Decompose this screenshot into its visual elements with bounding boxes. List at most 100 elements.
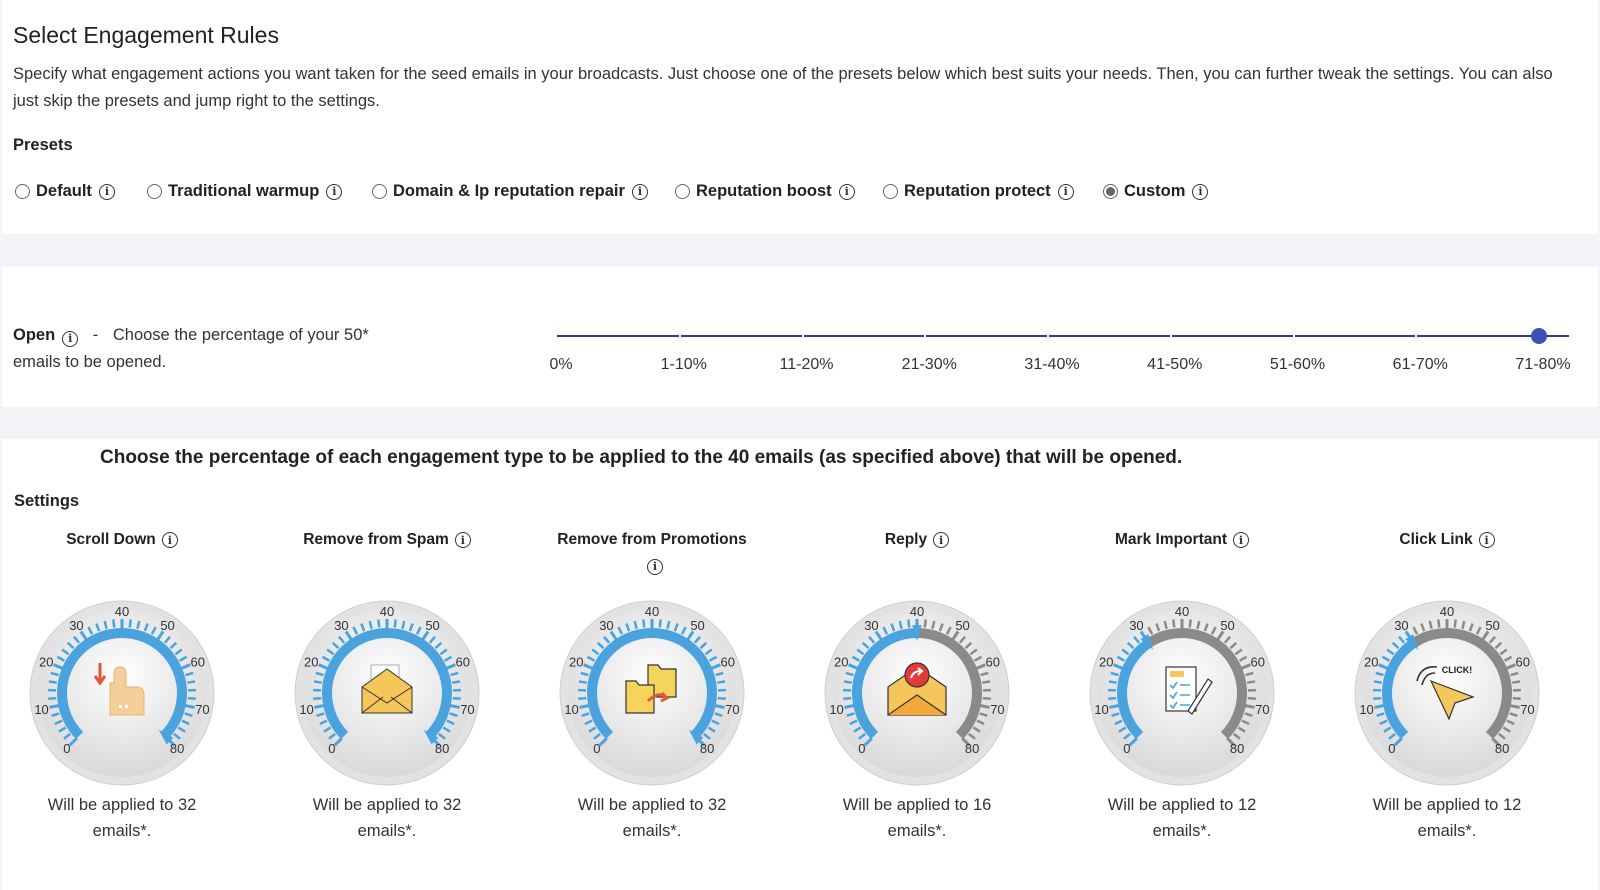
preset-default-radio[interactable]	[15, 184, 30, 199]
preset-domain-ip-repair[interactable]: Domain & Ip reputation repair i	[372, 182, 648, 201]
info-icon[interactable]: i	[1232, 532, 1249, 548]
slider-label[interactable]: 31-40%	[1024, 356, 1080, 373]
gauge-title: Click Link i	[1317, 528, 1577, 576]
gauge-tick	[449, 712, 458, 718]
preset-traditional-warmup[interactable]: Traditional warmup i	[147, 182, 343, 201]
gauge-tick	[1510, 671, 1519, 677]
gauge-tick	[1116, 655, 1126, 662]
page-description: Specify what engagement actions you want…	[13, 65, 1553, 110]
info-icon[interactable]: i	[1057, 183, 1074, 200]
info-icon[interactable]: i	[326, 183, 343, 200]
gauge-tick	[1397, 635, 1406, 644]
gauge-pointer[interactable]	[688, 729, 704, 745]
gauge-tick-label: 80	[965, 741, 979, 756]
info-icon[interactable]: i	[454, 532, 471, 548]
gauge-pointer[interactable]	[912, 625, 922, 641]
gauge-tick	[858, 732, 866, 740]
gauge-dial[interactable]: 0 10 20 30 40 50 60 70 80	[27, 598, 217, 788]
info-icon[interactable]: i	[933, 532, 950, 548]
gauge-tick	[958, 635, 967, 644]
gauge-pointer[interactable]	[158, 729, 174, 745]
slider-label[interactable]: 41-50%	[1147, 356, 1203, 373]
gauge-tick	[580, 671, 589, 677]
open-label: Open	[13, 326, 56, 344]
gauge-tick	[715, 671, 724, 677]
gauge-tick	[1210, 626, 1217, 635]
gauge-tick-label: 30	[1394, 618, 1408, 633]
gauge-value-arc	[587, 628, 717, 739]
slider-label[interactable]: 1-10%	[660, 356, 707, 373]
gauge-title: Scroll Down i	[0, 528, 252, 576]
preset-domain-ip-repair-radio[interactable]	[372, 184, 387, 199]
gauge-dial[interactable]: 0 10 20 30 40 50 60 70 80	[822, 598, 1012, 788]
gauge-tick	[633, 620, 638, 630]
slider-tick	[1047, 333, 1049, 339]
gauge-tick	[313, 680, 323, 684]
slider-label[interactable]: 71-80%	[1515, 356, 1571, 373]
gauge-tick	[1388, 732, 1396, 740]
gauge-tick	[313, 696, 322, 701]
gauge-scroll-down: Scroll Down i 0 10 20 30 40 50 60 70 80 Will be app…	[0, 528, 252, 844]
gauge-tick	[588, 726, 597, 733]
gauge-tick	[48, 696, 57, 701]
slider-label[interactable]: 11-20%	[779, 356, 834, 373]
preset-custom[interactable]: Custom i	[1103, 182, 1209, 201]
gauge-tick	[1247, 696, 1256, 701]
preset-reputation-protect[interactable]: Reputation protect i	[883, 182, 1074, 201]
gauge-tick	[673, 623, 679, 632]
gauge-value-arc	[1117, 638, 1152, 739]
gauge-tick	[408, 623, 414, 632]
info-icon[interactable]: i	[161, 532, 178, 548]
gauge-pointer[interactable]	[423, 729, 439, 745]
preset-default[interactable]: Default i	[15, 182, 115, 201]
info-icon[interactable]: i	[838, 183, 855, 200]
gauge-tick	[708, 655, 718, 662]
slider-label[interactable]: 51-60%	[1269, 356, 1326, 373]
preset-custom-radio[interactable]	[1103, 184, 1118, 199]
info-icon[interactable]: i	[1478, 532, 1495, 548]
info-icon[interactable]: i	[1192, 183, 1209, 200]
slider-label[interactable]: 21-30%	[901, 356, 957, 373]
info-icon[interactable]: i	[62, 330, 79, 347]
gauge-title-label: Reply	[884, 531, 928, 548]
gauge-dial[interactable]: 0 10 20 30 40 50 60 70 80 CLICK!	[1352, 598, 1542, 788]
gauge-tick	[844, 704, 855, 709]
gauge-tick	[979, 704, 990, 709]
gauge-tick-label: 40	[115, 604, 129, 619]
gauge-tick	[1475, 626, 1482, 635]
slider-label[interactable]: 61-70%	[1392, 356, 1448, 373]
gauge-dial[interactable]: 0 10 20 30 40 50 60 70 80	[1087, 598, 1277, 788]
gauge-tick-label: 0	[858, 741, 865, 756]
slider-track[interactable]	[557, 335, 1569, 337]
info-icon[interactable]: i	[98, 183, 115, 200]
gauge-tick	[393, 619, 397, 628]
preset-reputation-boost-radio[interactable]	[675, 184, 690, 199]
gauge-tick	[1114, 719, 1123, 726]
gauge-dial[interactable]: 0 10 20 30 40 50 60 70 80	[557, 598, 747, 788]
preset-reputation-protect-radio[interactable]	[883, 184, 898, 199]
gauge-tick-label: 30	[864, 618, 878, 633]
info-icon[interactable]: i	[647, 558, 663, 575]
preset-traditional-warmup-radio[interactable]	[147, 184, 162, 199]
gauge-pointer[interactable]	[1140, 633, 1154, 650]
gauge-tick	[1386, 648, 1395, 656]
gauge-tick	[331, 641, 340, 650]
gauge-tick	[1488, 635, 1497, 644]
slider-label[interactable]: 0%	[549, 356, 573, 373]
info-icon[interactable]: i	[631, 183, 648, 200]
gauge-pointer[interactable]	[1405, 633, 1419, 650]
gauge-tick	[1505, 663, 1516, 670]
gauge-tick	[1118, 726, 1127, 733]
gauge-tick	[1147, 626, 1154, 635]
gauge-tick	[982, 696, 991, 701]
open-percentage-slider[interactable]: 0% 1-10% 11-20% 21-30% 31-40% 41-50% 51-60% 61-…	[549, 267, 1587, 407]
preset-reputation-boost[interactable]: Reputation boost i	[675, 182, 855, 201]
gauge-tick	[450, 671, 459, 677]
gauge-value-arc	[852, 628, 918, 739]
gauge-tick	[136, 620, 141, 630]
gauge-dial[interactable]: 0 10 20 30 40 50 60 70 80	[292, 598, 482, 788]
gauge-tick	[63, 732, 71, 740]
gauge-caption: Will be applied to 32 emails*.	[47, 796, 197, 840]
slider-thumb[interactable]	[1531, 328, 1547, 344]
gauge-tick	[1234, 648, 1243, 656]
